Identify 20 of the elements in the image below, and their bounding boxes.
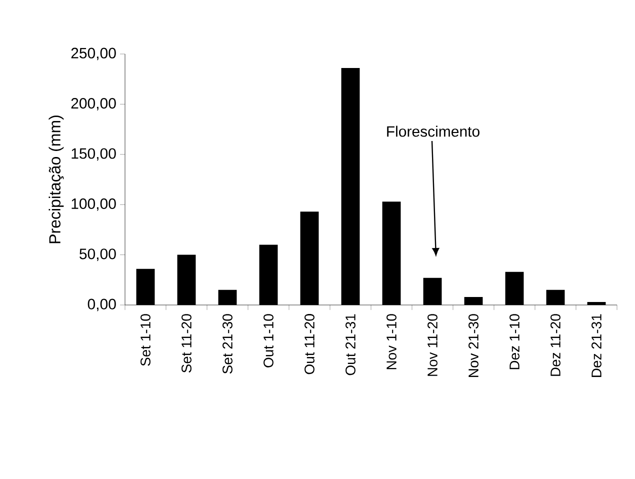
y-tick-label: 0,00 bbox=[88, 298, 116, 312]
x-tick-label: Dez 1-10 bbox=[510, 314, 520, 370]
y-tick-label: 150,00 bbox=[72, 148, 116, 161]
x-tick-label: Nov 21-30 bbox=[468, 314, 478, 377]
y-tick-label: 100,00 bbox=[72, 198, 116, 211]
y-tick-label: 200,00 bbox=[71, 98, 116, 110]
x-tick-label: Set 11-20 bbox=[182, 314, 192, 373]
x-tick-label: Set 21-30 bbox=[222, 314, 232, 374]
y-tick-label: 250,00 bbox=[71, 48, 116, 60]
x-tick-label: Nov 11-20 bbox=[428, 314, 438, 376]
x-tick-label: Set 1-10 bbox=[140, 314, 150, 366]
x-tick-label: Dez 21-31 bbox=[592, 314, 602, 377]
y-tick-label: 50,00 bbox=[80, 248, 116, 261]
annotation: Florescimento bbox=[387, 126, 480, 137]
x-tick-label: Out 21-31 bbox=[346, 314, 356, 376]
x-tick-label: Out 11-20 bbox=[304, 314, 314, 374]
x-tick-label: Dez 11-20 bbox=[550, 314, 560, 376]
y-axis-title: Precipitação (mm) bbox=[48, 116, 64, 244]
x-tick-label: Out 1-10 bbox=[264, 314, 274, 368]
x-tick-label: Nov 1-10 bbox=[386, 314, 396, 370]
